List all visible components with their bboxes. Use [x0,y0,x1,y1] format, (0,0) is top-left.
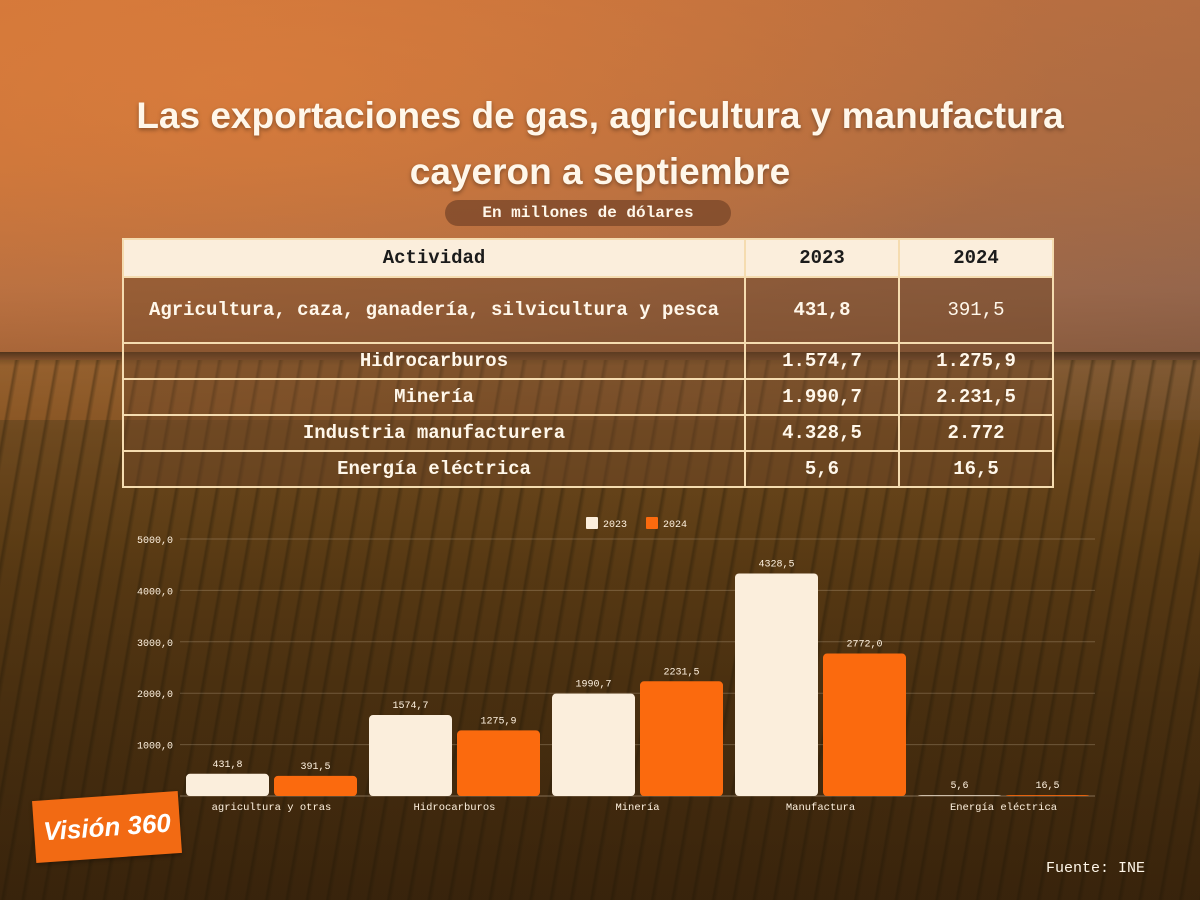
bar-2023 [735,573,818,796]
x-tick-label: agricultura y otras [212,802,332,814]
header-activity: Actividad [122,238,746,278]
data-label: 4328,5 [758,560,794,571]
legend-swatch-2024 [646,517,658,529]
x-tick-label: Manufactura [786,802,855,814]
data-label: 1990,7 [575,680,611,691]
cell-2023: 431,8 [744,276,900,344]
table-row: Minería 1.990,7 2.231,5 [122,378,1055,416]
bar-2024 [640,681,723,796]
page-title: Las exportaciones de gas, agricultura y … [136,95,1064,192]
x-tick-label: Energía eléctrica [950,802,1057,814]
cell-activity: Industria manufacturerа [122,414,746,452]
y-tick-label: 4000,0 [137,587,173,598]
data-label: 1574,7 [392,701,428,712]
x-tick-label: Hidrocarburos [414,802,496,814]
cell-2024: 2.772 [897,414,1055,452]
cell-2024: 1.275,9 [897,342,1055,380]
cell-activity: Hidrocarburos [122,342,746,380]
cell-activity: Agricultura, caza, ganadería, silvicultu… [122,276,746,344]
cell-2024: 2.231,5 [897,378,1055,416]
cell-activity: Energía eléctrica [122,450,746,488]
vision360-logo: Visión 360 [32,790,182,864]
cell-2023: 5,6 [744,450,900,488]
table-row: Energía eléctrica 5,6 16,5 [122,450,1055,488]
bar-2023 [369,715,452,796]
cell-2023: 1.990,7 [744,378,900,416]
data-label: 2772,0 [846,640,882,651]
data-label: 391,5 [300,762,330,773]
exports-table: Actividad 2023 2024 Agricultura, caza, g… [122,238,1055,488]
header-2023: 2023 [744,238,900,278]
table-row: Agricultura, caza, ganadería, silvicultu… [122,276,1055,344]
subtitle-badge: En millones de dólares [445,200,731,226]
cell-2024: 391,5 [897,276,1055,344]
y-tick-label: 3000,0 [137,639,173,650]
bar-2024 [274,775,357,796]
cell-2023: 4.328,5 [744,414,900,452]
x-tick-label: Minería [615,802,659,814]
bar-2024 [823,653,906,796]
cell-2023: 1.574,7 [744,342,900,380]
y-tick-label: 1000,0 [137,742,173,753]
header-2024: 2024 [897,238,1055,278]
data-label: 1275,9 [480,716,516,727]
cell-2024: 16,5 [897,450,1055,488]
data-label: 5,6 [950,781,968,792]
table-header-row: Actividad 2023 2024 [122,238,1055,278]
source-note: Fuente: INE [1045,860,1145,877]
bar-2023 [918,795,1001,796]
legend-label: 2023 [603,520,627,531]
legend-swatch-2023 [586,517,598,529]
cell-activity: Minería [122,378,746,416]
bar-2024 [1006,795,1089,796]
data-label: 2231,5 [663,667,699,678]
y-tick-label: 5000,0 [137,536,173,547]
bar-2023 [186,773,269,796]
bar-2024 [457,730,540,796]
table-row: Hidrocarburos 1.574,7 1.275,9 [122,342,1055,380]
data-label: 431,8 [212,760,242,771]
legend-label: 2024 [663,520,687,531]
data-label: 16,5 [1035,781,1059,792]
table-row: Industria manufacturerа 4.328,5 2.772 [122,414,1055,452]
y-tick-label: 2000,0 [137,690,173,701]
bar-2023 [552,693,635,796]
